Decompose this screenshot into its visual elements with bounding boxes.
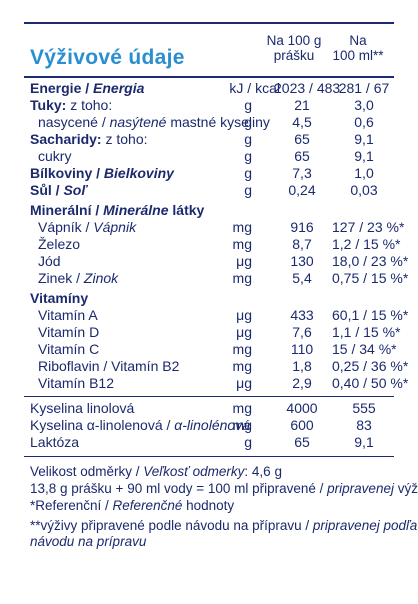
- row-carbohydrates: Sacharidy: z toho: g 65 9,1: [30, 131, 374, 147]
- fatty-acids-divider: [24, 396, 394, 397]
- column-header-per-100g: Na 100 g prášku: [266, 33, 322, 63]
- row-lactose: Laktóza g 65 9,1: [30, 434, 374, 450]
- footnote-reference-values: *Referenční / Referenčné hodnoty: [30, 498, 235, 513]
- row-energy: Energie / Energia kJ / kcal 2023 / 483 2…: [30, 80, 390, 96]
- row-iron: Železo mg 8,7 1,2 / 15 %*: [38, 236, 401, 252]
- header-divider: [24, 76, 394, 78]
- panel-title: Výživové údaje: [30, 46, 185, 69]
- row-linoleic-acid: Kyselina linolová mg 4000 555: [30, 400, 376, 416]
- row-saturated-fats: nasycené / nasýtené mastné kyseliny g 4,…: [38, 114, 374, 130]
- row-alpha-linolenic-acid: Kyselina α-linolenová / α-linolénová mg …: [30, 417, 372, 433]
- row-protein: Bílkoviny / Bielkoviny g 7,3 1,0: [30, 165, 374, 181]
- row-salt: Sůl / Soľ g 0,24 0,03: [30, 182, 378, 198]
- top-divider: [24, 22, 394, 24]
- footnote-serving-size: Velikost odměrky / Veľkosť odmerky: 4,6 …: [30, 464, 282, 479]
- row-riboflavin: Riboflavin / Vitamín B2 mg 1,8 0,25 / 36…: [38, 358, 409, 374]
- vitamins-heading: Vitamíny: [30, 290, 89, 306]
- row-zinc: Zinek / Zinok mg 5,4 0,75 / 15 %*: [38, 270, 409, 286]
- column-header-per-100ml: Na 100 ml**: [332, 33, 384, 63]
- nutrition-panel: Výživové údaje Na 100 g prášku Na 100 ml…: [24, 22, 418, 584]
- footnotes-divider: [24, 456, 394, 457]
- row-vitamin-b12: Vitamín B12 μg 2,9 0,40 / 50 %*: [38, 375, 409, 391]
- row-calcium: Vápník / Vápnik mg 916 127 / 23 %*: [38, 219, 405, 235]
- row-fats: Tuky: z toho: g 21 3,0: [30, 97, 374, 113]
- footnote-prepared-per-instructions-cont: návodu na prípravu: [30, 534, 147, 549]
- footnote-prepared-per-instructions: **výživy připravené podle návodu na příp…: [30, 518, 418, 533]
- row-sugars: cukry g 65 9,1: [38, 148, 374, 164]
- footnote-preparation: 13,8 g prášku + 90 ml vody = 100 ml přip…: [30, 481, 418, 496]
- row-vitamin-d: Vitamín D μg 7,6 1,1 / 15 %*: [38, 324, 401, 340]
- row-vitamin-a: Vitamín A μg 433 60,1 / 15 %*: [38, 307, 409, 323]
- row-vitamin-c: Vitamín C mg 110 15 / 34 %*: [38, 341, 397, 357]
- minerals-heading: Minerální / Minerálne látky: [30, 202, 205, 218]
- row-iodine: Jód μg 130 18,0 / 23 %*: [38, 253, 409, 269]
